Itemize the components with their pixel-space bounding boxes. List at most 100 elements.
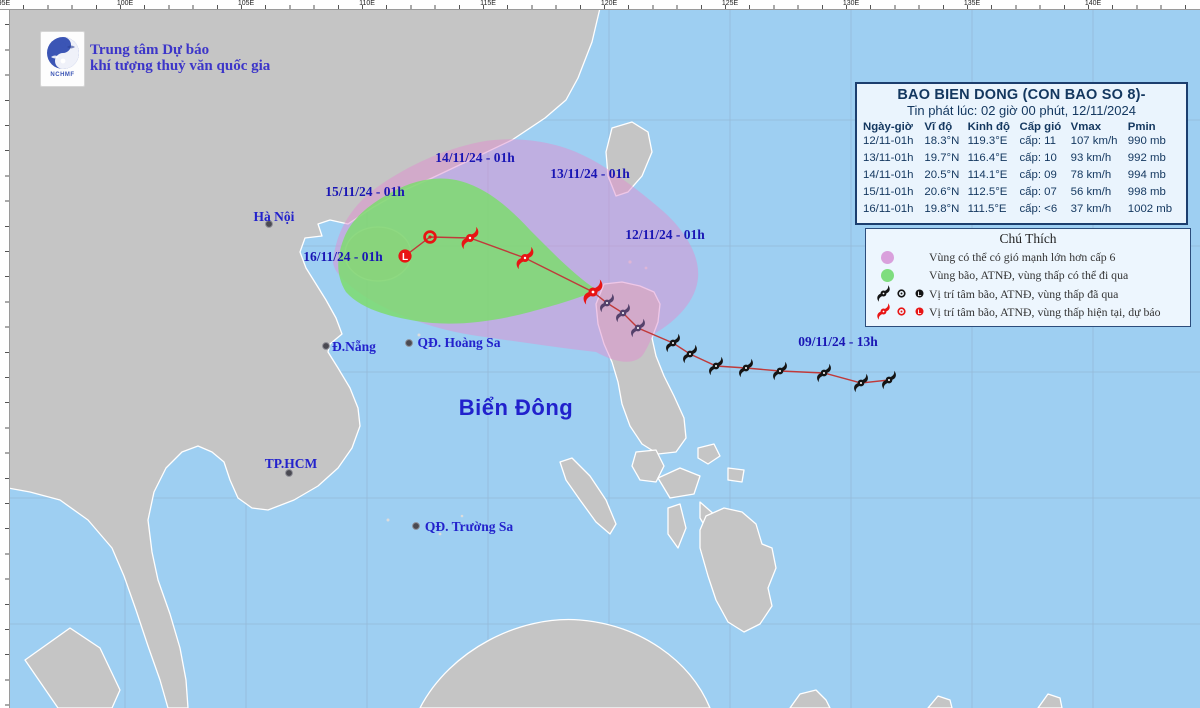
forecast-column-header: Cấp gió: [1019, 121, 1062, 133]
forecast-cell: 13/11-01h: [863, 152, 914, 165]
forecast-table-body: 12/11-01h 18.3°N 119.3°E cấp: 11 107 km/h 990…: [862, 133, 1181, 219]
forecast-cell: 93 km/h: [1070, 152, 1112, 165]
org-header: NCHMF Trung tâm Dự báo khí tượng thuỷ vă…: [40, 31, 270, 87]
forecast-cell: 15/11-01h: [863, 186, 914, 199]
storm-info-title: BAO BIEN DONG (CON BAO SO 8)-: [897, 87, 1146, 103]
forecast-column-header: Vĩ độ: [924, 121, 953, 133]
forecast-cell: 19.8°N: [924, 203, 960, 216]
city-dot: [265, 220, 273, 228]
forecast-column-header: Ngày-giờ: [863, 121, 913, 133]
typhoon-icon: [877, 285, 890, 302]
longitude-tick-label: 115E: [480, 0, 496, 7]
storm-info-box: BAO BIEN DONG (CON BAO SO 8)- Tin phát l…: [855, 82, 1188, 225]
forecast-cell: cấp: 11: [1019, 135, 1056, 147]
forecast-cell: 119.3°E: [967, 135, 1008, 147]
legend: Chú Thích Vùng có thể có gió mạnh lớn hơ…: [865, 228, 1191, 328]
depression-icon: [897, 289, 906, 298]
forecast-cell: 990 mb: [1127, 135, 1166, 147]
forecast-cell: 78 km/h: [1070, 169, 1112, 182]
low-icon: [915, 289, 924, 299]
latitude-ruler: [0, 0, 10, 708]
forecast-cell: 19.7°N: [924, 152, 960, 165]
forecast-row: 14/11-01h 20.5°N 114.1°E cấp: 09 78 km/h 994 …: [862, 167, 1181, 184]
island-mindoro: [631, 449, 665, 483]
city-dot: [285, 469, 293, 477]
low-icon: [915, 307, 924, 317]
forecast-column-header: Kinh độ: [967, 121, 1010, 133]
storm-area-green: [338, 178, 597, 324]
forecast-cell: 992 mb: [1127, 152, 1166, 165]
forecast-cell: 1002 mb: [1127, 203, 1173, 216]
legend-title: Chú Thích: [999, 231, 1057, 246]
past-position-icons: [871, 285, 929, 302]
longitude-tick-label: 135E: [963, 0, 981, 7]
nchmf-emblem-icon: [46, 37, 79, 69]
longitude-ruler: 95E 100E 105E 110E 115E 120E 125E 130E 135E 140E: [0, 0, 1200, 10]
longitude-tick-label: 105E: [237, 0, 255, 7]
forecast-table-header-row: Ngày-giờ Vĩ độ Kinh độ Cấp gió Vmax Pmin: [862, 121, 1181, 133]
sea-name-label: Biển Đông: [458, 395, 574, 420]
longitude-ticks: [0, 5, 1200, 9]
legend-item-label: Vị trí tâm bão, ATNĐ, vùng thấp hiện tại…: [929, 304, 1161, 319]
forecast-cell: 116.4°E: [967, 152, 1008, 165]
forecast-column-header: Vmax: [1070, 121, 1102, 133]
city-dots: [265, 220, 420, 530]
forecast-position-icons: [871, 303, 929, 321]
track-line: [404, 236, 890, 384]
longitude-tick-label: 130E: [842, 0, 860, 7]
forecast-table: Ngày-giờ Vĩ độ Kinh độ Cấp gió Vmax Pmin 12/1…: [862, 121, 1181, 219]
org-title: Trung tâm Dự báo khí tượng thuỷ văn quốc…: [90, 42, 270, 87]
forecast-cell: 18.3°N: [924, 135, 960, 147]
islands-south: [789, 689, 1063, 708]
landmasses: [7, 7, 1063, 708]
longitude-tick-label: 125E: [721, 0, 739, 7]
island-borneo: [419, 618, 711, 708]
city-dot: [322, 342, 330, 350]
legend-item-past-positions: Vị trí tâm bão, ATNĐ, vùng thấp đã qua: [871, 285, 1185, 303]
org-title-line1: Trung tâm Dự báo: [90, 42, 210, 58]
forecast-row: 12/11-01h 18.3°N 119.3°E cấp: 11 107 km/h 990…: [862, 133, 1181, 150]
forecast-cell: 37 km/h: [1070, 203, 1112, 216]
longitude-tick-label: 120E: [600, 0, 618, 7]
legend-item-forecast-positions: Vị trí tâm bão, ATNĐ, vùng thấp hiện tại…: [871, 303, 1185, 321]
green-area-icon: [871, 268, 929, 282]
forecast-row: 13/11-01h 19.7°N 116.4°E cấp: 10 93 km/h 992 …: [862, 150, 1181, 167]
legend-item-passage-area: Vùng bão, ATNĐ, vùng thấp có thể đi qua: [871, 266, 1185, 284]
forecast-cell: 56 km/h: [1070, 186, 1112, 199]
longitude-tick-label: 110E: [359, 0, 375, 7]
islands-visayas: [657, 443, 745, 549]
logo-text: NCHMF: [50, 72, 75, 78]
nchmf-logo: NCHMF: [40, 31, 85, 87]
forecast-row: 16/11-01h 19.8°N 111.5°E cấp: <6 37 km/h 1002…: [862, 201, 1181, 218]
forecast-cell: cấp: <6: [1019, 203, 1058, 216]
longitude-tick-label: 100E: [116, 0, 134, 7]
legend-item-label: Vị trí tâm bão, ATNĐ, vùng thấp đã qua: [929, 286, 1119, 301]
legend-item-label: Vùng bão, ATNĐ, vùng thấp có thể đi qua: [929, 268, 1129, 283]
org-title-line2: khí tượng thuỷ văn quốc gia: [90, 58, 271, 75]
depression-icon: [897, 307, 906, 317]
island-sumatra: [24, 627, 121, 708]
legend-item-wind-area: Vùng có thể có gió mạnh lớn hơn cấp 6: [871, 248, 1185, 266]
forecast-cell: 14/11-01h: [863, 169, 914, 182]
typhoon-icon: [877, 303, 890, 321]
forecast-column-header: Pmin: [1127, 121, 1156, 133]
forecast-cell: 16/11-01h: [863, 203, 914, 216]
pink-area-icon: [871, 250, 929, 264]
latitude-ticks: [5, 0, 9, 708]
forecast-cell: 20.6°N: [924, 186, 960, 199]
forecast-cell: 20.5°N: [924, 169, 960, 182]
forecast-cell: cấp: 07: [1019, 186, 1057, 199]
island-mindanao: [699, 507, 777, 633]
longitude-tick-label: 140E: [1084, 0, 1102, 7]
forecast-cell: 12/11-01h: [863, 135, 914, 147]
city-dot: [412, 522, 420, 530]
forecast-cell: 107 km/h: [1070, 135, 1118, 147]
storm-info-issued: Tin phát lúc: 02 giờ 00 phút, 12/11/2024: [907, 103, 1136, 118]
legend-item-label: Vùng có thể có gió mạnh lớn hơn cấp 6: [929, 250, 1116, 264]
forecast-cell: 998 mb: [1127, 186, 1166, 199]
forecast-cell: 114.1°E: [967, 169, 1008, 182]
forecast-cell: 994 mb: [1127, 169, 1166, 182]
island-palawan: [559, 457, 617, 535]
forecast-cell: cấp: 09: [1019, 169, 1057, 182]
